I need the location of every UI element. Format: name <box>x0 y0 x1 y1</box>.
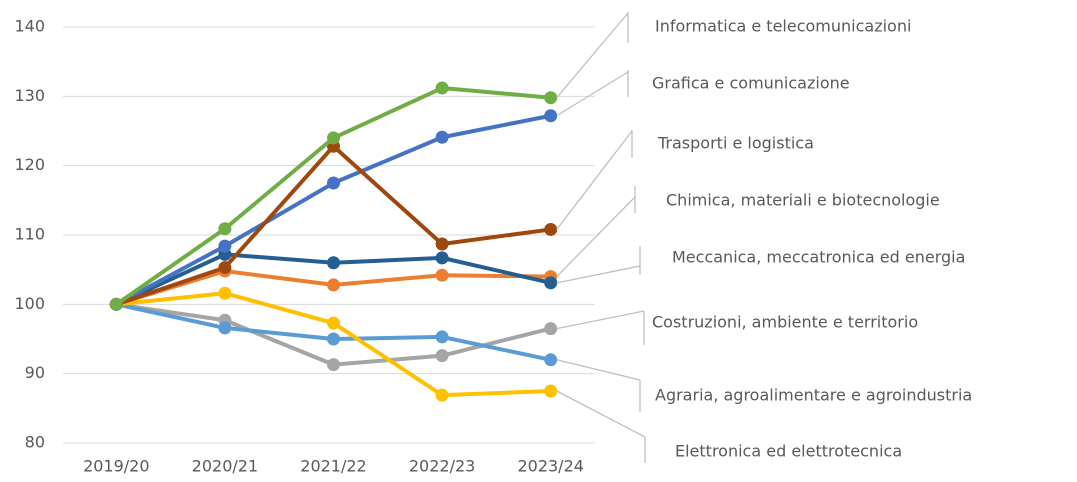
point <box>435 251 449 265</box>
legend-label: Agraria, agroalimentare e agroindustria <box>655 386 972 405</box>
series-line <box>115 86 551 306</box>
point <box>435 349 449 363</box>
leader-line <box>556 390 646 438</box>
point <box>327 131 340 145</box>
leader-line <box>556 196 636 278</box>
x-tick-label: 2023/24 <box>517 457 583 476</box>
legend-label: Trasporti e logistica <box>657 134 814 153</box>
point <box>327 358 340 372</box>
point <box>218 321 232 335</box>
legend-label: Grafica e comunicazione <box>652 74 850 93</box>
point <box>544 276 558 290</box>
point <box>109 297 123 311</box>
point <box>544 91 558 105</box>
point <box>435 388 449 402</box>
y-tick-label: 80 <box>25 433 45 452</box>
y-tick-label: 100 <box>14 294 45 313</box>
point <box>544 222 558 236</box>
leader-line <box>556 359 641 381</box>
point <box>435 237 449 251</box>
point <box>435 268 449 282</box>
point <box>327 316 340 330</box>
point <box>435 130 449 144</box>
y-tick-label: 120 <box>14 155 45 174</box>
point <box>544 384 558 398</box>
legend-label: Costruzioni, ambiente e territorio <box>652 313 918 332</box>
leader-line <box>556 12 629 99</box>
point <box>327 278 340 292</box>
point <box>544 322 558 336</box>
x-tick-label: 2019/20 <box>83 457 149 476</box>
x-tick-label: 2022/23 <box>409 457 475 476</box>
legend-label: Informatica e telecomunicazioni <box>655 17 911 36</box>
point <box>218 222 232 236</box>
leader-line <box>556 130 633 230</box>
y-tick-label: 90 <box>25 363 45 382</box>
legend-label: Chimica, materiali e biotecnologie <box>666 191 940 210</box>
point <box>218 239 232 253</box>
point <box>218 286 232 300</box>
point <box>327 256 340 270</box>
point <box>435 330 449 344</box>
legend-label: Meccanica, meccatronica ed energia <box>672 248 965 267</box>
leader-line <box>556 265 641 284</box>
point <box>435 81 449 95</box>
point <box>327 332 340 346</box>
x-tick-label: 2021/22 <box>300 457 366 476</box>
point <box>544 353 558 367</box>
legend-label: Elettronica ed elettrotecnica <box>675 442 902 461</box>
y-tick-label: 140 <box>14 17 45 36</box>
point <box>327 176 340 190</box>
y-tick-label: 110 <box>14 225 45 244</box>
leader-line <box>556 310 645 330</box>
y-tick-label: 130 <box>14 86 45 105</box>
point <box>218 261 232 275</box>
leader-line <box>556 71 629 117</box>
point <box>544 109 558 123</box>
x-tick-label: 2020/21 <box>192 457 258 476</box>
